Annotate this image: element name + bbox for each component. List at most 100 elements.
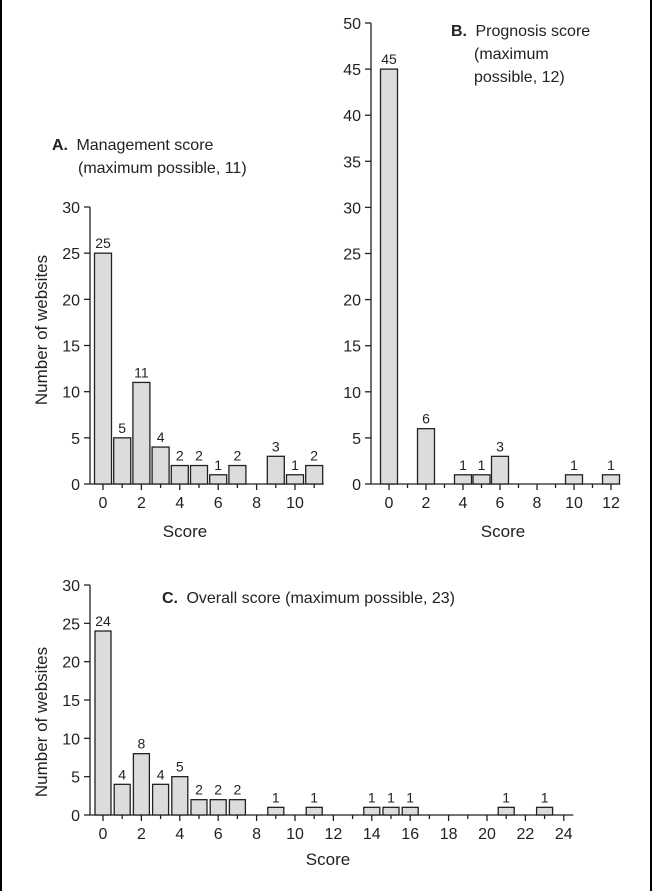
panel-a-y-tick-label: 30 — [62, 200, 80, 217]
panel-a-bar — [170, 464, 189, 485]
panel-c-data-label: 1 — [541, 789, 549, 805]
panel-c-bar — [497, 806, 515, 816]
panel-c-bar — [151, 783, 170, 816]
panel-c-y-tick-label: 0 — [71, 808, 80, 825]
panel-c-y-tick-label: 20 — [62, 655, 80, 672]
panel-c-bar — [132, 753, 151, 816]
panel-c-data-label: 2 — [195, 782, 203, 798]
panel-a-y-tick-label: 20 — [62, 292, 80, 309]
panel-c-x-tick-label: 16 — [401, 826, 419, 843]
panel-c-bar — [94, 630, 112, 816]
panel-c-y-tick-label: 15 — [62, 693, 80, 710]
panel-a-y-tick-label: 15 — [62, 339, 80, 356]
panel-a-bar — [266, 455, 285, 485]
panel-c-data-label: 1 — [272, 789, 280, 805]
panel-b-data-label: 1 — [607, 457, 615, 473]
panel-a-x-tick-label: 2 — [137, 495, 146, 512]
panel-a-data-label: 2 — [234, 448, 242, 464]
panel-c-data-label: 1 — [368, 789, 376, 805]
panel-a-xlabel: Score — [163, 522, 207, 541]
panel-a-data-label: 1 — [214, 457, 222, 473]
panel-c-data-label: 8 — [138, 736, 146, 752]
panel-b-title-line3: possible, 12) — [474, 69, 565, 86]
panel-a-data-label: 11 — [134, 364, 149, 380]
panel-b-y-tick-label: 30 — [343, 200, 361, 217]
panel-a-x-tick-label: 8 — [252, 495, 261, 512]
panel-c-title-letter: C. — [162, 590, 178, 607]
panel-a-ylabel: Number of websites — [32, 255, 51, 405]
panel-a-x-tick-label: 0 — [99, 495, 108, 512]
panel-b-x-tick-label: 12 — [602, 495, 620, 512]
panel-a-data-label: 4 — [157, 429, 165, 445]
panel-b-title: B. Prognosis score — [451, 23, 590, 40]
panel-b-bar — [490, 455, 510, 485]
panel-a-title-line2: (maximum possible, 11) — [78, 160, 247, 177]
panel-b-bar — [379, 68, 399, 485]
panel-b-y-tick-label: 15 — [343, 339, 361, 356]
panel-c-data-label: 4 — [157, 766, 165, 782]
panel-c-x-tick-label: 2 — [137, 826, 146, 843]
panel-a-title-line1: Management score — [76, 137, 213, 154]
panel-b-y-tick-label: 5 — [352, 431, 361, 448]
panel-b-title-letter: B. — [451, 23, 467, 40]
panel-c-data-label: 1 — [387, 789, 395, 805]
panel-a-bar — [189, 464, 209, 485]
panel-a-data-label: 2 — [310, 448, 318, 464]
panel-b-y-tick-label: 20 — [343, 293, 361, 310]
panel-a-x-tick-label: 4 — [175, 495, 184, 512]
panel-b-bar — [564, 474, 584, 485]
panel-c-bar — [267, 806, 285, 816]
panel-b-bar — [416, 428, 436, 485]
panel-c-x-tick-label: 18 — [440, 826, 458, 843]
panel-c-x-tick-label: 10 — [286, 826, 304, 843]
panel-a-data-label: 2 — [176, 448, 184, 464]
panel-c-x-tick-label: 0 — [99, 826, 108, 843]
panel-b-data-label: 1 — [459, 457, 467, 473]
panel-c-ylabel: Number of websites — [32, 647, 51, 797]
panel-b-y-tick-label: 25 — [343, 247, 361, 264]
panel-c-bar — [228, 799, 247, 816]
panel-a-bar — [209, 474, 228, 485]
panel-c-x-tick-label: 20 — [478, 826, 496, 843]
panel-b-x-tick-label: 4 — [459, 495, 468, 512]
panel-b-y-tick-label: 45 — [343, 62, 361, 79]
panel-c-x-tick-label: 24 — [555, 826, 573, 843]
panel-c-data-label: 2 — [234, 782, 242, 798]
panel-c-data-label: 4 — [118, 766, 126, 782]
panel-c-title-line1: Overall score (maximum possible, 23) — [186, 590, 455, 607]
panel-b-xlabel: Score — [481, 522, 525, 541]
panel-a-data-label: 1 — [291, 457, 299, 473]
panel-c-bar — [209, 799, 227, 816]
panel-b-y-tick-label: 50 — [343, 16, 361, 33]
panel-b-y-tick-label: 35 — [343, 154, 361, 171]
panel-c-title: C. Overall score (maximum possible, 23) — [162, 590, 455, 607]
panel-a-data-label: 3 — [272, 438, 280, 454]
panel-a-y-tick-label: 25 — [62, 246, 80, 263]
panel-c-data-label: 1 — [502, 789, 510, 805]
panel-b-y-tick-label: 40 — [343, 108, 361, 125]
panel-c-bar — [401, 806, 419, 816]
panel-a-management-score: A. Management score (maximum possible, 1… — [32, 137, 324, 541]
panel-c-x-tick-label: 22 — [517, 826, 535, 843]
panel-c-x-tick-label: 8 — [252, 826, 261, 843]
panel-c-y-tick-label: 30 — [62, 578, 80, 595]
panel-c-y-tick-label: 10 — [62, 731, 80, 748]
panel-a-bar — [228, 464, 247, 485]
panel-b-x-tick-label: 8 — [533, 495, 542, 512]
panel-a-x-tick-label: 10 — [286, 495, 304, 512]
panel-b-x-tick-label: 6 — [496, 495, 505, 512]
panel-b-y-tick-label: 0 — [352, 477, 361, 494]
panel-a-title: A. Management score — [52, 137, 214, 154]
panel-c-data-label: 5 — [176, 759, 184, 775]
panel-c-data-label: 1 — [406, 789, 414, 805]
panel-a-y-tick-label: 0 — [71, 477, 80, 494]
panel-c-x-tick-label: 12 — [325, 826, 343, 843]
panel-c-bar — [382, 806, 400, 816]
panel-c-bar — [190, 799, 208, 816]
panel-b-x-tick-label: 2 — [422, 495, 431, 512]
panel-c-bar — [535, 806, 554, 816]
panel-c-bar — [305, 806, 323, 816]
panel-a-y-tick-label: 5 — [71, 431, 80, 448]
panel-b-x-tick-label: 10 — [565, 495, 583, 512]
